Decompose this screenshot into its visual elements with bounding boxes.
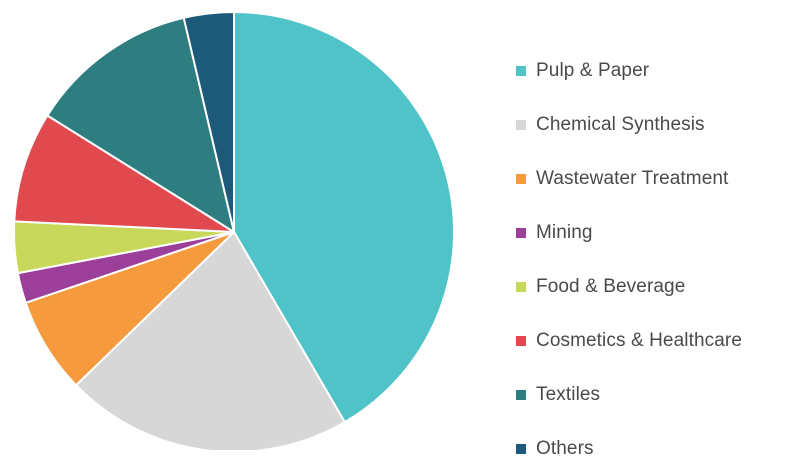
legend-item-cosmetics-and-healthcare: Cosmetics & Healthcare [516, 314, 742, 368]
legend-label: Textiles [536, 384, 601, 405]
legend-item-mining: Mining [516, 206, 742, 260]
pie-chart-svg [13, 11, 455, 450]
legend-swatch [516, 120, 526, 130]
legend-swatch [516, 444, 526, 454]
pie-slice-textiles [46, 16, 235, 233]
legend-item-food-and-beverage: Food & Beverage [516, 260, 742, 314]
pie-slice-cosmetics-and-healthcare [13, 114, 235, 233]
legend-swatch [516, 390, 526, 400]
legend-item-wastewater-treatment: Wastewater Treatment [516, 152, 742, 206]
legend-label: Chemical Synthesis [536, 114, 705, 135]
legend-swatch [516, 66, 526, 76]
legend-swatch [516, 282, 526, 292]
legend-swatch [516, 174, 526, 184]
pie-slices [13, 11, 455, 450]
legend-label: Pulp & Paper [536, 60, 650, 81]
legend-label: Mining [536, 222, 593, 243]
legend-label: Others [536, 438, 594, 459]
legend-item-pulp-and-paper: Pulp & Paper [516, 44, 742, 98]
legend-item-chemical-synthesis: Chemical Synthesis [516, 98, 742, 152]
legend-label: Cosmetics & Healthcare [536, 330, 742, 351]
legend-swatch [516, 336, 526, 346]
legend: Pulp & Paper Chemical Synthesis Wastewater… [516, 44, 742, 476]
legend-item-textiles: Textiles [516, 368, 742, 422]
pie-slice-others [182, 11, 235, 233]
pie-slice-pulp-and-paper [233, 11, 455, 424]
legend-swatch [516, 228, 526, 238]
legend-label: Food & Beverage [536, 276, 686, 297]
legend-item-others: Others [516, 422, 742, 476]
pie-chart: Pulp & Paper Chemical Synthesis Wastewater… [13, 11, 742, 459]
legend-label: Wastewater Treatment [536, 168, 729, 189]
